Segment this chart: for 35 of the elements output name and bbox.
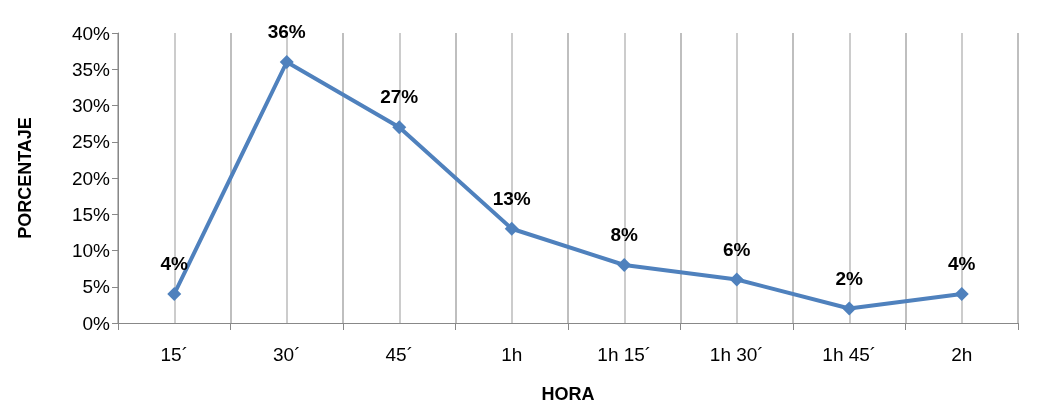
point [167, 287, 182, 301]
x-tick-label: 1h 15´ [597, 344, 652, 365]
x-tick-label: 30´ [273, 344, 301, 365]
point [842, 301, 857, 316]
y-axis-title: PORCENTAJE [15, 117, 35, 239]
x-tick-label: 1h [501, 344, 523, 365]
data-label: 2% [835, 267, 864, 289]
point [504, 221, 519, 236]
point [954, 287, 969, 301]
data-label: 27% [380, 86, 419, 108]
x-tick-label: 15´ [160, 344, 188, 365]
y-tick-label: 30% [71, 95, 111, 116]
data-label: 6% [723, 238, 751, 260]
y-tick-label: 40% [71, 22, 111, 44]
x-axis-title: HORA [541, 384, 595, 404]
data-label: 4% [160, 253, 189, 274]
y-tick-label: 20% [71, 167, 111, 189]
data-label: 4% [948, 253, 976, 274]
point [617, 258, 632, 272]
y-tick-label: 0% [82, 312, 111, 334]
y-tick-label: 10% [71, 240, 111, 261]
data-label: 36% [267, 21, 306, 42]
point [392, 120, 407, 135]
y-tick-label: 25% [71, 131, 111, 153]
point [279, 55, 294, 69]
data-label: 13% [492, 187, 531, 209]
data-label: 8% [610, 224, 639, 245]
x-tick-label: 1h 45´ [822, 344, 877, 365]
x-tick-label: 1h 30´ [709, 344, 764, 365]
x-tick-label: 2h [951, 344, 973, 365]
y-tick-label: 15% [71, 203, 111, 225]
x-tick-label: 45´ [385, 344, 413, 365]
y-tick-label: 35% [71, 58, 111, 80]
y-tick-label: 5% [82, 276, 111, 298]
point [729, 272, 744, 287]
